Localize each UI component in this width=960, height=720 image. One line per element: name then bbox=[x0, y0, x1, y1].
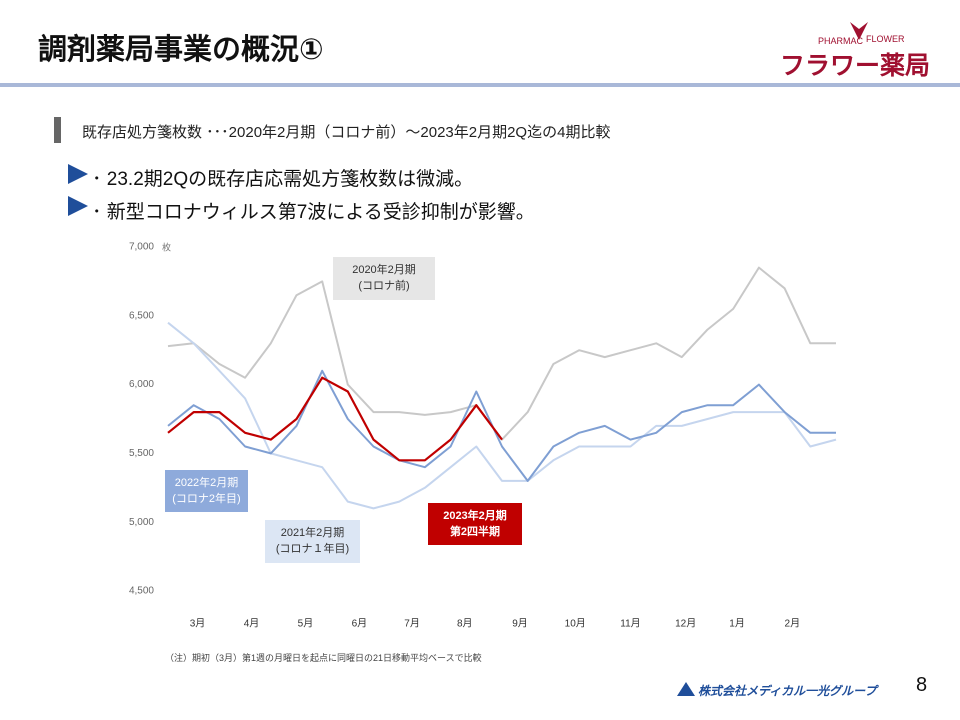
y-tick-label: 5,500 bbox=[129, 448, 154, 459]
y-unit: 枚 bbox=[162, 241, 171, 252]
logo-small: FLOWER bbox=[866, 34, 905, 44]
bullet-text: 新型コロナウィルス第7波による受診抑制が影響。 bbox=[106, 202, 535, 223]
header-rule bbox=[0, 83, 960, 87]
legend-label: 2023年2月期 bbox=[443, 508, 507, 522]
subtitle: 既存店処方箋枚数 ･･･2020年2月期（コロナ前）～2023年2月期2Q迄の4… bbox=[82, 124, 611, 141]
subtitle-bar bbox=[54, 117, 61, 143]
series-label-box bbox=[265, 520, 360, 563]
x-tick-label: 2月 bbox=[785, 618, 801, 630]
series-line bbox=[167, 321, 837, 510]
series-line bbox=[167, 266, 836, 441]
bullet: ･ 新型コロナウィルス第7波による受診抑制が影響。 bbox=[92, 202, 535, 223]
series-label: 2021年2月期 (コロナ１年目) bbox=[265, 520, 360, 563]
x-tick-label: 6月 bbox=[352, 618, 368, 630]
legend-note: (コロナ前) bbox=[358, 278, 409, 292]
logo-mark bbox=[850, 22, 868, 40]
y-tick-label: 6,000 bbox=[129, 379, 154, 390]
x-tick-label: 7月 bbox=[404, 618, 420, 630]
x-tick-label: 3月 bbox=[190, 618, 206, 630]
series-label-box bbox=[165, 470, 248, 512]
logo: フラワー薬局 bbox=[780, 52, 931, 80]
series-label-box bbox=[428, 503, 522, 545]
series-label: 2020年2月期 (コロナ前) bbox=[333, 257, 435, 300]
legend-label: 2020年2月期 bbox=[352, 262, 416, 276]
x-tick-label: 4月 bbox=[244, 618, 260, 630]
y-tick-label: 6,500 bbox=[129, 310, 154, 321]
legend-note: (コロナ2年目) bbox=[172, 491, 240, 505]
x-tick-label: 11月 bbox=[620, 618, 640, 630]
footer-icon bbox=[677, 682, 695, 696]
legend-label: 2021年2月期 bbox=[281, 525, 345, 539]
note: （注）期初（3月）第1週の月曜日を起点に同曜日の21日移動平均ベースで比較 bbox=[165, 653, 482, 663]
page-number: 8 bbox=[916, 674, 928, 696]
bullet-icons bbox=[68, 164, 88, 216]
series-line bbox=[167, 376, 503, 462]
slide-title: 調剤薬局事業の概況① bbox=[38, 34, 324, 66]
footer-company: 株式会社メディカル一光グループ bbox=[698, 684, 877, 698]
legend-note: (コロナ１年目) bbox=[276, 541, 349, 555]
series-label-box bbox=[333, 257, 435, 300]
logo-small: PHARMAC bbox=[818, 36, 864, 46]
bullet-text: 23.2期2Qの既存店応需処方箋枚数は微減。 bbox=[106, 169, 474, 190]
y-tick-label: 4,500 bbox=[129, 586, 154, 597]
series-label: 2022年2月期 (コロナ2年目) bbox=[165, 470, 248, 512]
x-tick-label: 8月 bbox=[457, 618, 473, 630]
bullet: ･ 23.2期2Qの既存店応需処方箋枚数は微減。 bbox=[92, 169, 474, 190]
legend-note: 第2四半期 bbox=[450, 524, 500, 538]
x-tick-label: 9月 bbox=[512, 618, 528, 630]
x-tick-label: 12月 bbox=[675, 618, 696, 630]
x-tick-label: 1月 bbox=[729, 618, 745, 630]
y-tick-label: 7,000 bbox=[129, 242, 154, 253]
x-tick-label: 10月 bbox=[565, 618, 586, 630]
legend-label: 2022年2月期 bbox=[175, 475, 239, 489]
series-line bbox=[167, 369, 836, 482]
y-tick-label: 5,000 bbox=[129, 517, 154, 528]
x-tick-label: 5月 bbox=[298, 618, 314, 630]
